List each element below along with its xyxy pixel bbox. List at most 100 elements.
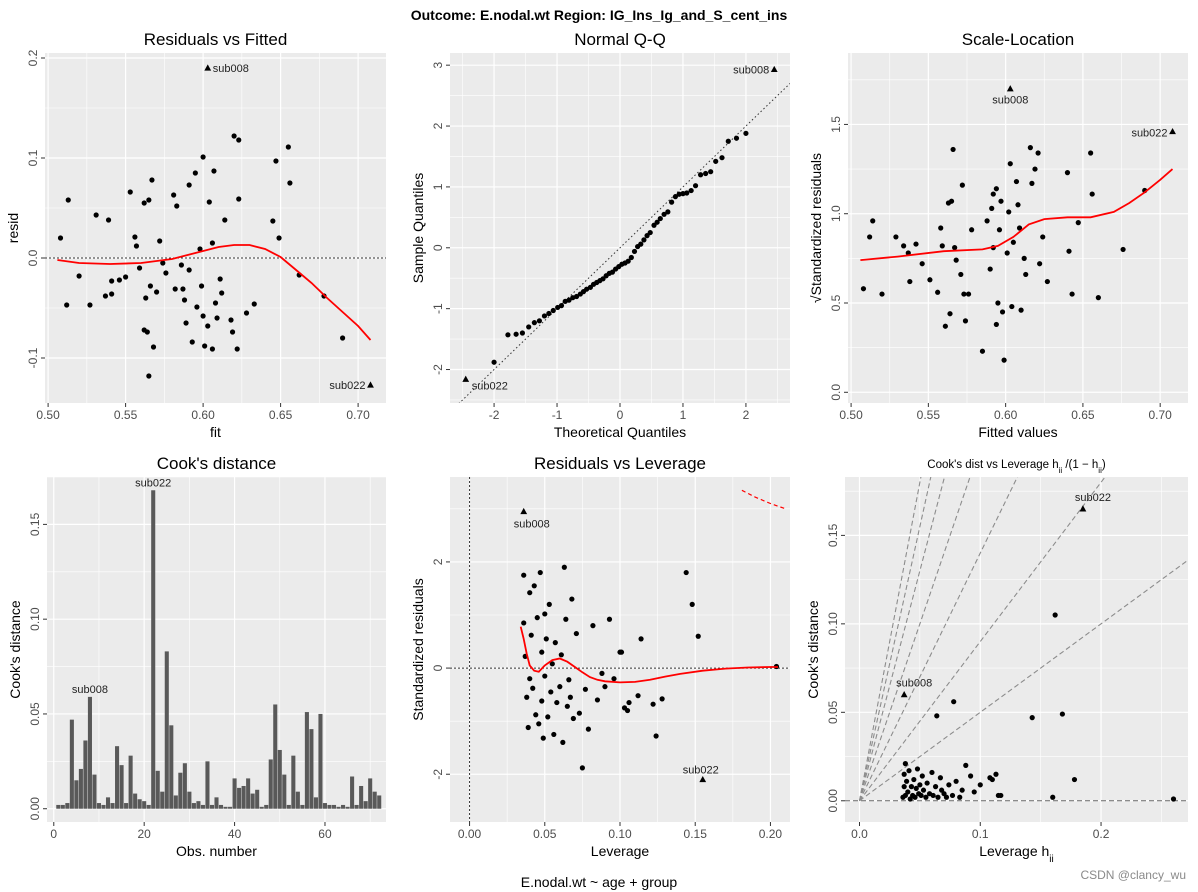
outlier-marker <box>1006 85 1014 92</box>
data-point <box>1029 715 1035 721</box>
data-point <box>209 240 215 246</box>
cooks-bar <box>354 804 359 809</box>
cooks-bar <box>87 696 92 809</box>
cooks-bar <box>128 755 133 809</box>
data-point <box>521 620 527 626</box>
data-point <box>1029 180 1035 186</box>
data-point <box>912 794 918 800</box>
data-point <box>953 778 959 784</box>
cooks-bar <box>200 804 205 809</box>
outlier-label: sub008 <box>213 63 249 75</box>
data-point <box>551 731 557 738</box>
data-point <box>567 694 573 700</box>
y-axis-label: √Standardized residuals <box>808 153 824 303</box>
y-tick-label: 0.0 <box>26 249 40 266</box>
data-point <box>1071 776 1078 783</box>
outlier-label: sub008 <box>992 95 1028 107</box>
x-tick-label: 0.1 <box>972 827 989 841</box>
data-point <box>1037 261 1043 267</box>
data-point <box>943 794 950 800</box>
data-point <box>625 258 631 264</box>
data-point <box>672 194 679 200</box>
data-point <box>661 211 667 217</box>
data-point <box>109 278 115 284</box>
data-point <box>558 652 564 658</box>
data-point <box>984 218 990 224</box>
y-tick-label: 0.5 <box>829 294 843 311</box>
data-point <box>934 713 940 719</box>
data-point <box>541 313 548 319</box>
data-point <box>270 218 276 224</box>
cooks-bar <box>83 740 88 809</box>
cooks-bar <box>331 804 337 809</box>
title-text: /(1 − h <box>1062 459 1098 471</box>
data-point <box>64 302 70 308</box>
data-point <box>205 323 211 329</box>
data-point <box>602 684 608 690</box>
data-point <box>146 197 152 203</box>
data-point <box>579 765 585 771</box>
data-point <box>93 212 99 218</box>
plot-area <box>845 477 1188 802</box>
y-tick-label: 0 <box>431 664 445 671</box>
cooks-bar <box>105 797 111 809</box>
x-tick-label: -1 <box>552 408 563 422</box>
data-point <box>87 302 93 308</box>
cooks-bar <box>178 772 183 809</box>
data-point <box>713 158 719 164</box>
data-point <box>585 726 592 732</box>
data-point <box>937 775 944 781</box>
data-point <box>626 699 632 706</box>
data-point <box>927 277 933 283</box>
y-tick-label: 0.10 <box>28 607 42 631</box>
cooks-bar <box>264 804 269 809</box>
data-point <box>545 714 551 720</box>
data-point <box>57 235 64 241</box>
panel-cooks-distance: 0 20 40 60 0.00 0.05 0.10 0.15 sub022 sub008 Cook'… <box>7 454 386 859</box>
x-tick-label: 0.60 <box>191 408 215 422</box>
x-tick-label: 0.55 <box>114 408 138 422</box>
data-point <box>543 636 549 642</box>
data-point <box>1032 166 1038 172</box>
cooks-bar <box>209 804 215 809</box>
data-point <box>217 276 223 282</box>
panel-residuals-vs-leverage: 0.00 0.05 0.10 0.15 0.20 -2 0 2 sub008 sub022 Resi… <box>410 454 790 859</box>
cooks-bar <box>359 785 364 809</box>
data-point <box>905 789 911 795</box>
cooks-bar <box>56 804 61 809</box>
x-axis-label: Leverage hii <box>979 843 1054 865</box>
x-tick-label: 0.65 <box>1071 408 1095 422</box>
gridlines <box>845 477 1188 822</box>
data-point <box>1027 145 1033 151</box>
cooks-bar <box>137 799 142 809</box>
data-point <box>977 782 983 788</box>
smooth-curve <box>519 626 778 684</box>
data-point <box>908 784 915 790</box>
axis-ticks: 0.50 0.55 0.60 0.65 0.70 0.0 0.5 1.0 1.5 <box>829 116 1172 422</box>
data-point <box>624 707 631 714</box>
data-point <box>127 189 133 195</box>
data-point <box>949 792 956 799</box>
outlier-label: sub008 <box>72 684 108 696</box>
data-point <box>231 133 237 139</box>
y-tick-label: 0.2 <box>26 49 40 66</box>
data-point <box>692 183 699 189</box>
x-tick-label: 2 <box>743 408 750 422</box>
data-point <box>688 187 694 194</box>
x-tick-label: 0.70 <box>346 408 370 422</box>
data-point <box>599 670 605 676</box>
data-point <box>194 304 200 310</box>
x-axis-label: Theoretical Quantiles <box>554 424 686 440</box>
data-point <box>901 243 907 249</box>
data-point <box>521 572 527 578</box>
x-axis-label: Fitted values <box>978 424 1057 440</box>
panel-title: Normal Q-Q <box>574 30 666 49</box>
data-point <box>959 787 965 793</box>
data-point <box>1010 239 1016 245</box>
data-point <box>959 182 965 188</box>
cooks-bar <box>191 803 196 809</box>
cooks-bar <box>286 804 291 809</box>
watermark: CSDN @clancy_wu <box>1080 868 1186 882</box>
data-point <box>1018 307 1024 313</box>
data-point <box>525 724 531 731</box>
